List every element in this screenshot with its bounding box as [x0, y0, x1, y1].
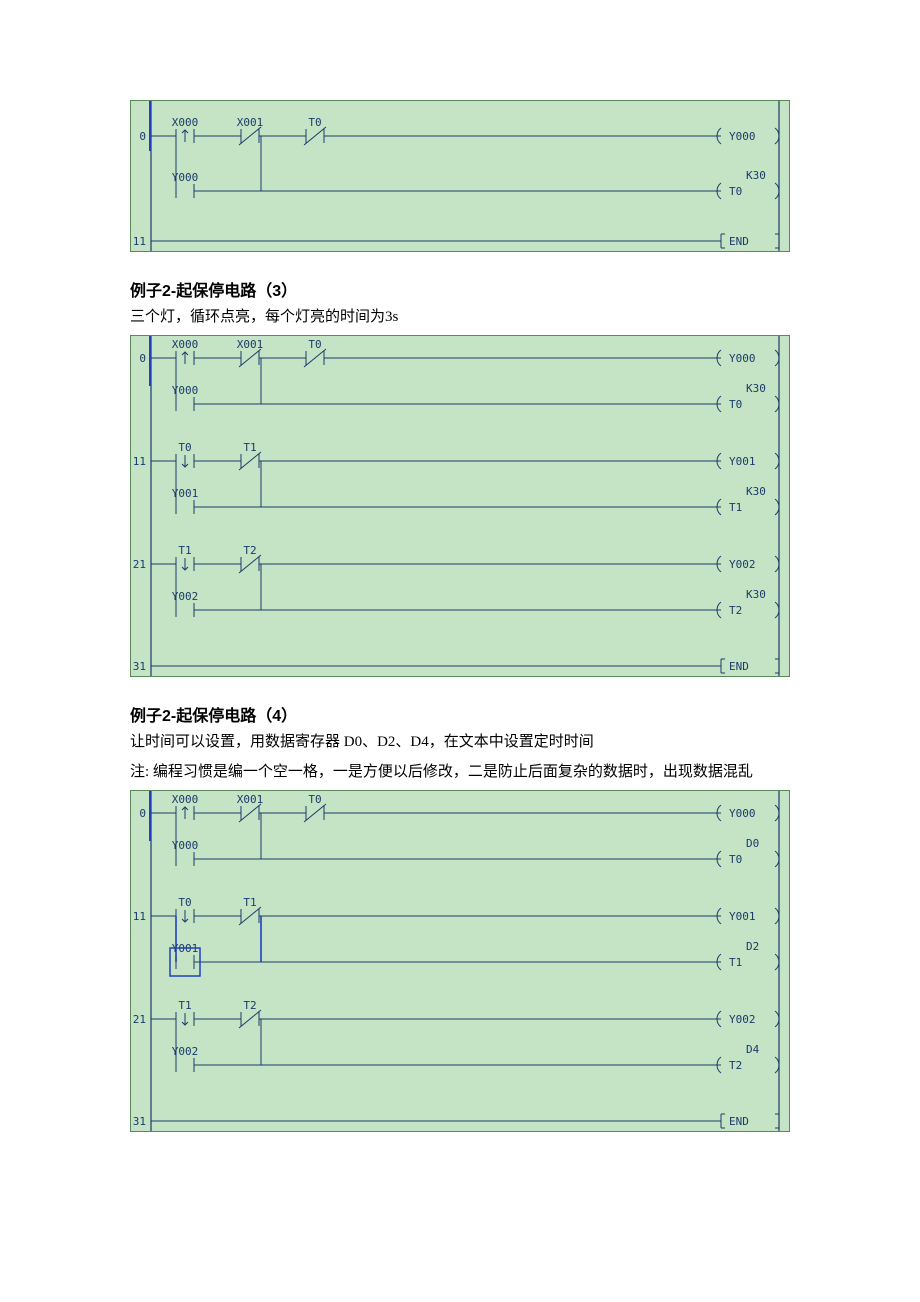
svg-text:11: 11 — [133, 455, 146, 468]
svg-text:K30: K30 — [746, 169, 766, 182]
svg-text:T0: T0 — [729, 398, 742, 411]
svg-text:T0: T0 — [178, 441, 191, 454]
svg-text:0: 0 — [139, 352, 146, 365]
ladder-diagram: 0X000X001T0Y000Y000T0D011T0T1Y001Y001T1D… — [130, 790, 790, 1132]
svg-text:0: 0 — [139, 807, 146, 820]
svg-text:T0: T0 — [308, 338, 321, 351]
svg-text:T1: T1 — [729, 956, 742, 969]
svg-text:T0: T0 — [308, 793, 321, 806]
svg-text:K30: K30 — [746, 382, 766, 395]
section-heading: 例子2-起保停电路（3） — [130, 277, 790, 301]
svg-text:21: 21 — [133, 1013, 146, 1026]
svg-text:Y002: Y002 — [729, 1013, 756, 1026]
svg-text:Y001: Y001 — [729, 455, 756, 468]
svg-text:T1: T1 — [178, 999, 191, 1012]
svg-text:Y000: Y000 — [729, 807, 756, 820]
svg-text:31: 31 — [133, 660, 146, 673]
svg-text:Y002: Y002 — [729, 558, 756, 571]
svg-text:31: 31 — [133, 1115, 146, 1128]
section-heading: 例子2-起保停电路（4） — [130, 702, 790, 726]
svg-text:X000: X000 — [172, 116, 199, 129]
svg-text:T2: T2 — [729, 1059, 742, 1072]
svg-text:Y000: Y000 — [172, 839, 199, 852]
svg-text:D0: D0 — [746, 837, 759, 850]
svg-text:11: 11 — [133, 235, 146, 248]
svg-text:K30: K30 — [746, 588, 766, 601]
svg-text:END: END — [729, 235, 749, 248]
section-desc: 让时间可以设置，用数据寄存器 D0、D2、D4，在文本中设置定时时间 — [130, 730, 790, 754]
ladder-diagram: 0 X000 X001 T0 Y000 Y000 T0 K30 11 T0 T1 Y001 Y001 T1… — [130, 335, 790, 677]
svg-text:T2: T2 — [243, 999, 256, 1012]
svg-text:T1: T1 — [729, 501, 742, 514]
svg-text:END: END — [729, 660, 749, 673]
svg-text:Y001: Y001 — [729, 910, 756, 923]
svg-text:D4: D4 — [746, 1043, 760, 1056]
svg-text:T1: T1 — [243, 441, 256, 454]
svg-text:T1: T1 — [243, 896, 256, 909]
svg-text:X001: X001 — [237, 338, 264, 351]
svg-text:T2: T2 — [729, 604, 742, 617]
svg-text:T2: T2 — [243, 544, 256, 557]
svg-text:X000: X000 — [172, 338, 199, 351]
svg-text:X001: X001 — [237, 793, 264, 806]
svg-text:Y002: Y002 — [172, 590, 199, 603]
svg-text:0: 0 — [139, 130, 146, 143]
svg-text:11: 11 — [133, 910, 146, 923]
svg-text:X001: X001 — [237, 116, 264, 129]
svg-text:X000: X000 — [172, 793, 199, 806]
section-desc: 注: 编程习惯是编一个空一格，一是方便以后修改，二是防止后面复杂的数据时，出现数… — [130, 760, 790, 784]
svg-text:D2: D2 — [746, 940, 759, 953]
svg-text:T0: T0 — [729, 185, 742, 198]
svg-text:K30: K30 — [746, 485, 766, 498]
svg-text:Y000: Y000 — [729, 352, 756, 365]
svg-text:Y000: Y000 — [172, 171, 199, 184]
svg-text:T1: T1 — [178, 544, 191, 557]
svg-text:T0: T0 — [308, 116, 321, 129]
svg-text:T0: T0 — [729, 853, 742, 866]
svg-text:Y000: Y000 — [172, 384, 199, 397]
svg-text:Y000: Y000 — [729, 130, 756, 143]
svg-text:T0: T0 — [178, 896, 191, 909]
ladder-diagram: 0 X000 X001 T0 Y000 Y000 T0 K30 11 END — [130, 100, 790, 252]
svg-text:END: END — [729, 1115, 749, 1128]
section-desc: 三个灯，循环点亮，每个灯亮的时间为3s — [130, 305, 790, 329]
svg-text:Y002: Y002 — [172, 1045, 199, 1058]
svg-text:21: 21 — [133, 558, 146, 571]
svg-text:Y001: Y001 — [172, 487, 199, 500]
